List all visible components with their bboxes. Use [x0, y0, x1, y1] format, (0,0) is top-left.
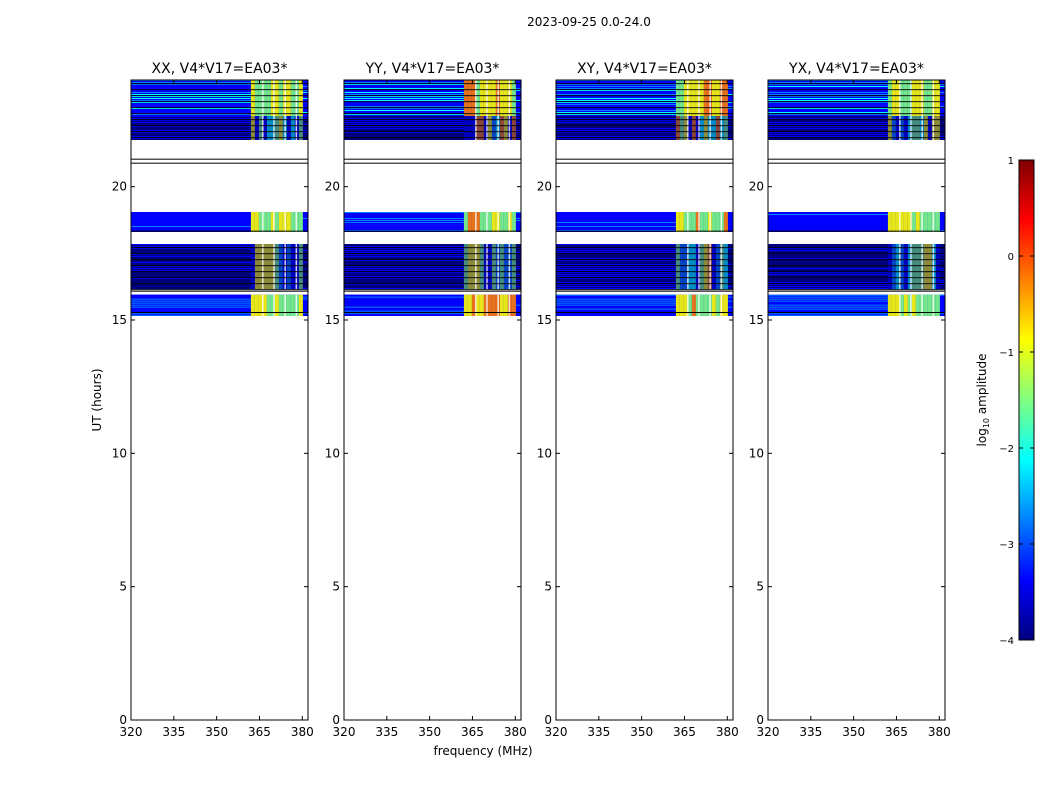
y-tick-label: 10	[537, 446, 552, 460]
y-tick-label: 15	[749, 313, 764, 327]
x-tick-label: 365	[461, 725, 484, 739]
y-tick-label: 15	[537, 313, 552, 327]
panel-xx: XX, V4*V17=EA03* 320 335 350 365 380 0 5 10 15 20	[112, 61, 314, 739]
x-tick-label: 350	[630, 725, 653, 739]
y-tick-label: 20	[749, 180, 764, 194]
y-tick-label: 0	[119, 713, 127, 727]
x-tick-label: 380	[291, 725, 314, 739]
x-tick-label: 380	[504, 725, 527, 739]
panel-yx: YX, V4*V17=EA03* 320 335 350 365 380 0 5 10 15 20	[749, 61, 951, 739]
colorbar-tick-label: −4	[999, 636, 1014, 647]
x-tick-label: 320	[333, 725, 356, 739]
panel-title: YY, V4*V17=EA03*	[365, 61, 500, 77]
spectrogram-xy	[556, 80, 733, 316]
panel-title: YX, V4*V17=EA03*	[788, 61, 924, 77]
y-axis-label: UT (hours)	[90, 368, 104, 431]
x-tick-label: 365	[248, 725, 271, 739]
plot-frame	[767, 79, 946, 721]
x-tick-label: 365	[673, 725, 696, 739]
panel-title: XX, V4*V17=EA03*	[152, 61, 288, 77]
colorbar-tick-label: −2	[999, 444, 1014, 455]
colorbar-tick-label: −3	[999, 540, 1014, 551]
y-tick-label: 10	[112, 446, 127, 460]
plot-frame	[343, 79, 522, 721]
y-tick-label: 10	[325, 446, 340, 460]
y-tick-label: 20	[537, 180, 552, 194]
x-tick-label: 320	[757, 725, 780, 739]
x-tick-label: 335	[587, 725, 610, 739]
y-tick-label: 0	[544, 713, 552, 727]
panel-xy: XY, V4*V17=EA03* 320 335 350 365 380 0 5 10 15 20	[537, 61, 739, 739]
colorbar-gradient	[1018, 159, 1035, 641]
x-axis-label: frequency (MHz)	[433, 744, 532, 758]
y-tick-label: 5	[332, 580, 340, 594]
y-tick-label: 15	[325, 313, 340, 327]
spectrogram-xx	[131, 80, 308, 316]
y-tick-label: 5	[119, 580, 127, 594]
y-tick-label: 5	[544, 580, 552, 594]
panel-title: XY, V4*V17=EA03*	[577, 61, 712, 77]
x-tick-label: 380	[716, 725, 739, 739]
colorbar-tick-label: 0	[1008, 252, 1014, 263]
x-tick-label: 350	[842, 725, 865, 739]
x-tick-label: 365	[885, 725, 908, 739]
x-tick-label: 335	[375, 725, 398, 739]
spectrogram-yx	[768, 80, 945, 316]
panel-yy: YY, V4*V17=EA03* 320 335 350 365 380 0 5 10 15 20	[325, 61, 527, 739]
y-tick-label: 15	[112, 313, 127, 327]
x-tick-label: 380	[928, 725, 951, 739]
plot-frame	[555, 79, 734, 721]
plot-frame	[130, 79, 309, 721]
x-tick-label: 335	[799, 725, 822, 739]
colorbar-tick-label: 1	[1008, 156, 1014, 167]
x-tick-label: 320	[545, 725, 568, 739]
y-tick-label: 10	[749, 446, 764, 460]
spectrogram-yy	[344, 80, 521, 316]
colorbar-label: log10 amplitude	[975, 354, 991, 447]
y-tick-label: 0	[756, 713, 764, 727]
colorbar-tick-label: −1	[999, 348, 1014, 359]
x-tick-label: 350	[418, 725, 441, 739]
y-tick-label: 0	[332, 713, 340, 727]
x-tick-label: 320	[120, 725, 143, 739]
x-tick-label: 350	[205, 725, 228, 739]
y-tick-label: 5	[756, 580, 764, 594]
panels: XX, V4*V17=EA03*320 335 350 365 38005101520Y…	[112, 61, 951, 739]
y-tick-label: 20	[325, 180, 340, 194]
x-tick-label: 335	[162, 725, 185, 739]
figure-title: 2023-09-25 0.0-24.0	[527, 15, 651, 29]
y-tick-label: 20	[112, 180, 127, 194]
colorbar: 1 0 −1 −2 −3 −4	[999, 156, 1035, 647]
